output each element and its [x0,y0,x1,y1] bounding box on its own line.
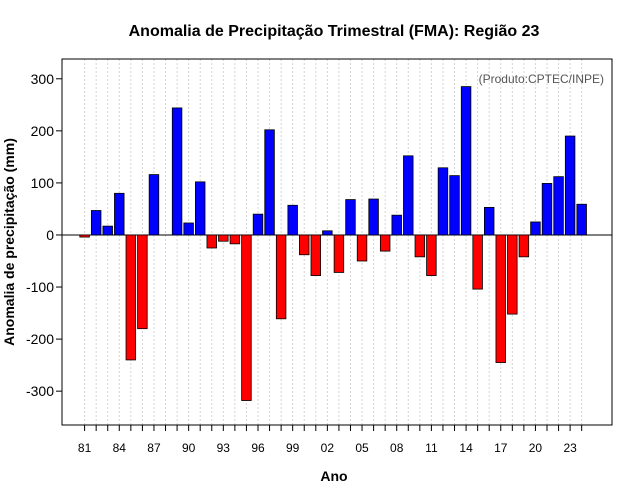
x-tick-label: 14 [459,441,473,455]
grid [84,59,583,425]
x-tick-label: 96 [251,441,265,455]
bar-1991 [194,181,206,236]
x-tick-label: 23 [563,441,577,455]
bar-2003 [333,234,345,273]
bar-2011 [426,234,437,276]
bar-1997 [264,129,275,236]
y-tick-label: -200 [26,331,54,347]
y-tick-label: -300 [26,383,54,399]
bar-2010 [414,234,426,258]
bar-2000 [299,234,310,256]
bar-2006 [368,198,379,236]
bar-2016 [483,206,495,236]
y-tick-label: 100 [31,175,55,191]
bar-2018 [507,234,518,315]
x-tick-label: 02 [321,441,335,455]
chart-title: Anomalia de Precipitação Trimestral (FMA… [129,23,540,40]
bar-2014 [460,86,472,236]
y-tick-label: 200 [31,123,55,139]
bar-1986 [137,234,148,330]
bar-1989 [171,107,183,236]
bar-2024 [576,203,587,236]
y-tick-label: 0 [46,227,54,243]
bar-2001 [310,234,322,276]
bar-1995 [241,234,252,401]
bar-1996 [252,213,264,236]
bar-2002 [322,230,333,236]
bar-1982 [90,210,102,236]
bar-1987 [148,174,160,236]
bar-1985 [125,234,137,361]
bar-1993 [218,234,229,242]
bar-2012 [437,167,449,236]
bar-2017 [495,234,506,363]
bar-2008 [391,214,402,236]
bar-2013 [449,175,460,236]
bar-1981 [79,234,90,238]
bar-1990 [183,222,194,236]
x-tick-label: 17 [494,441,508,455]
x-tick-label: 99 [286,441,300,455]
source-note: (Produto:CPTEC/INPE) [479,72,604,86]
x-tick-label: 84 [113,441,127,455]
bar-1998 [275,234,287,320]
bar-2015 [472,234,483,290]
x-tick-label: 08 [390,441,404,455]
x-tick-label: 11 [425,441,438,455]
x-axis-label: Ano [320,468,347,484]
bar-2004 [345,199,356,236]
plot-frame [61,58,613,426]
x-tick-label: 05 [355,441,369,455]
bar-2023 [564,135,576,236]
bar-1983 [102,225,113,236]
bar-1984 [114,192,125,236]
bar-2019 [518,234,530,258]
bar-1994 [229,234,241,245]
y-tick-label: -100 [26,279,54,295]
x-tick-label: 90 [182,441,196,455]
y-axis-label: Anomalia de precipitação (mm) [1,138,17,346]
bar-2005 [356,234,368,262]
x-tick-label: 20 [529,441,543,455]
bar-1999 [287,204,298,236]
bar-2021 [541,183,553,236]
bar-2022 [553,176,564,236]
y-tick-label: 300 [31,71,55,87]
x-tick-label: 93 [217,441,231,455]
x-tick-label: 81 [78,441,92,455]
bar-2020 [530,221,541,236]
x-tick-label: 87 [147,441,161,455]
bar-2009 [403,155,414,236]
bars [79,86,587,401]
bar-1992 [206,234,217,249]
x-axis: 81 84 87 90 93 96 99 02 05 08 11 14 17 20 23 [78,425,583,455]
y-axis: -300 -200 -100 0 100 200 300 [26,71,62,399]
bar-2007 [379,234,391,252]
